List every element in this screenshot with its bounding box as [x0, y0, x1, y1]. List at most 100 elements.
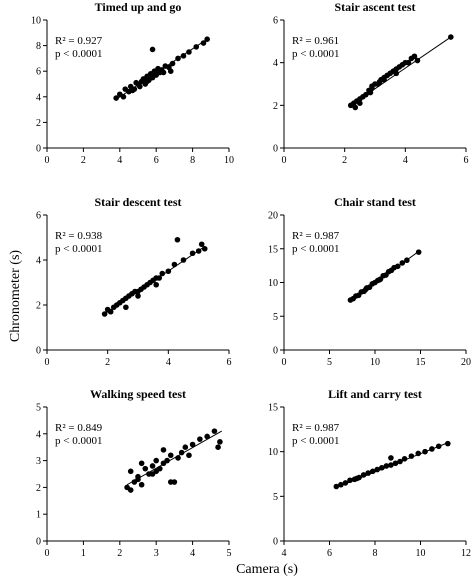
data-point: [381, 76, 387, 83]
data-point: [165, 268, 172, 275]
r-squared-label: R² = 0.938: [55, 230, 103, 242]
data-point: [397, 458, 403, 465]
data-point: [157, 465, 163, 472]
y-tick-label: 10: [31, 16, 41, 27]
data-point: [113, 95, 119, 101]
x-tick-label: 5: [227, 548, 232, 559]
x-tick-label: 4: [190, 548, 195, 559]
data-point: [135, 476, 141, 483]
x-tick-label: 6: [154, 155, 159, 166]
data-point: [414, 57, 421, 64]
y-axis-label: Chronometer (s): [8, 250, 23, 342]
data-point: [167, 479, 174, 485]
x-tick-label: 2: [81, 155, 86, 166]
data-point: [169, 60, 176, 67]
r-squared-label: R² = 0.961: [292, 35, 339, 47]
data-point: [201, 245, 208, 252]
x-tick-label: 0: [282, 155, 287, 166]
data-point: [135, 293, 141, 299]
data-point: [388, 455, 394, 461]
data-point: [217, 439, 223, 445]
y-tick-label: 15: [268, 244, 278, 255]
data-point: [137, 83, 143, 90]
y-tick-label: 2: [36, 118, 41, 129]
data-point: [204, 433, 210, 440]
x-tick-label: 6: [327, 548, 332, 559]
data-point: [399, 260, 406, 266]
y-tick-label: 4: [36, 429, 41, 440]
x-tick-label: 2: [342, 155, 347, 166]
y-tick-label: 0: [36, 537, 41, 548]
y-tick-label: 2: [273, 101, 278, 112]
panel-title: Timed up and go: [95, 0, 182, 14]
data-point: [215, 444, 221, 451]
p-value-label: p < 0.0001: [55, 48, 102, 60]
data-point: [404, 257, 410, 264]
p-value-label: p < 0.0001: [292, 48, 339, 60]
y-tick-label: 15: [268, 403, 278, 414]
data-point: [160, 447, 167, 453]
p-value-label: p < 0.0001: [55, 435, 102, 447]
data-point: [180, 53, 187, 59]
y-tick-label: 0: [273, 537, 278, 548]
regression-line: [126, 430, 222, 486]
y-tick-label: 4: [273, 58, 278, 69]
data-point: [448, 34, 454, 40]
data-point: [120, 94, 127, 100]
data-point: [367, 89, 374, 96]
r-squared-label: R² = 0.849: [55, 422, 103, 434]
y-tick-label: 6: [36, 67, 41, 78]
data-point: [333, 483, 340, 490]
data-point: [363, 91, 369, 98]
data-point: [422, 448, 428, 455]
y-tick-label: 6: [36, 211, 41, 222]
y-tick-label: 5: [273, 312, 278, 323]
data-point: [167, 68, 174, 74]
data-point: [186, 452, 192, 459]
x-tick-label: 4: [117, 155, 122, 166]
y-tick-label: 6: [273, 16, 278, 27]
data-point: [379, 464, 385, 471]
x-tick-label: 4: [166, 357, 171, 368]
data-point: [211, 428, 218, 434]
data-point: [338, 481, 344, 488]
data-point: [383, 463, 390, 469]
p-value-label: p < 0.0001: [55, 243, 102, 255]
p-value-label: p < 0.0001: [292, 435, 339, 447]
data-point: [138, 460, 145, 467]
x-tick-label: 10: [224, 155, 234, 166]
x-tick-label: 5: [327, 357, 332, 368]
data-point: [342, 480, 349, 486]
data-point: [394, 263, 401, 270]
panel-title: Stair ascent test: [334, 0, 415, 14]
data-point: [415, 450, 422, 457]
data-point: [123, 304, 129, 311]
data-point: [144, 78, 150, 85]
data-point: [174, 236, 181, 243]
data-point: [175, 455, 181, 461]
y-tick-label: 4: [36, 92, 41, 103]
x-tick-label: 4: [403, 155, 408, 166]
y-tick-label: 0: [36, 144, 41, 155]
data-point: [189, 441, 196, 448]
data-point: [347, 477, 353, 484]
data-point: [160, 69, 167, 76]
p-value-label: p < 0.0001: [292, 243, 339, 255]
data-point: [189, 250, 196, 257]
data-point: [149, 471, 156, 477]
y-tick-label: 0: [36, 346, 41, 357]
y-tick-label: 0: [273, 346, 278, 357]
data-point: [153, 457, 159, 464]
data-point: [149, 46, 156, 53]
data-point: [354, 475, 360, 482]
data-point: [357, 100, 363, 106]
data-point: [393, 70, 400, 77]
data-point: [195, 248, 202, 254]
data-point: [159, 270, 166, 277]
data-point: [445, 440, 451, 447]
y-tick-label: 4: [36, 256, 41, 267]
data-point: [197, 436, 203, 442]
data-point: [369, 83, 375, 89]
data-point: [180, 257, 187, 263]
